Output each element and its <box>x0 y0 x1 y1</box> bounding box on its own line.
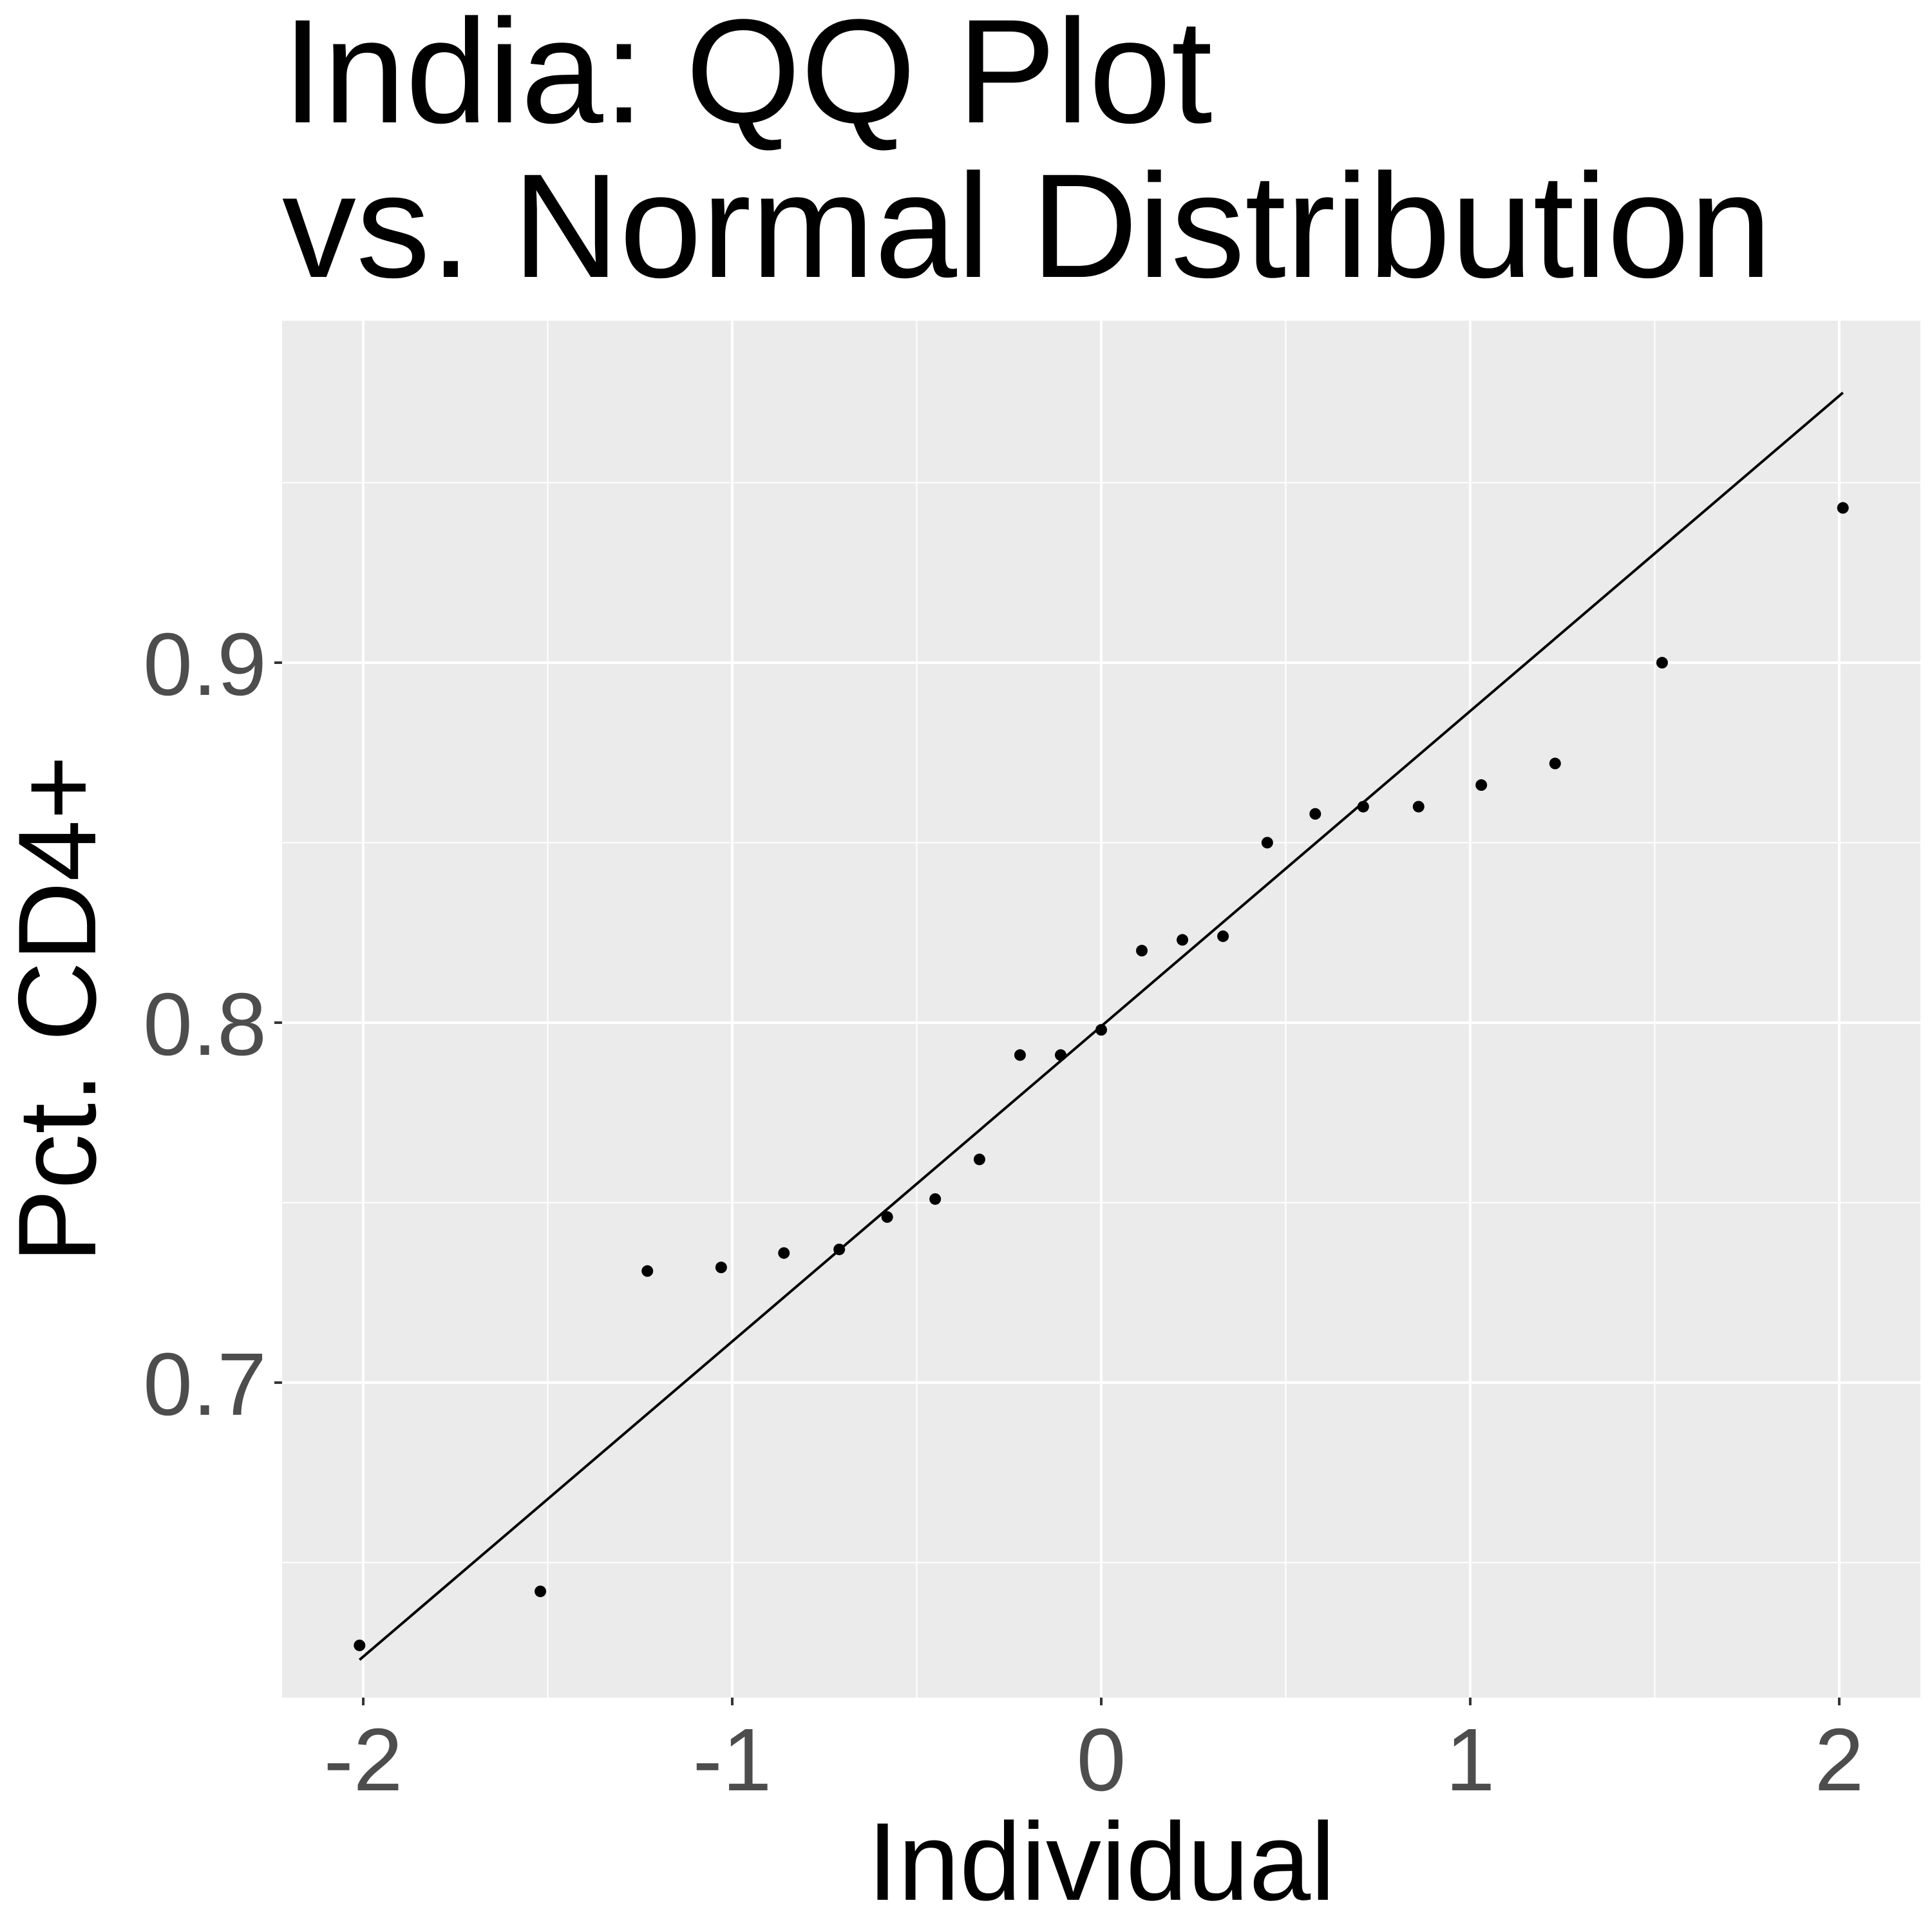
data-point <box>715 1262 727 1274</box>
major-gridlines <box>282 321 1920 1698</box>
x-tick-label: 1 <box>1446 1710 1495 1810</box>
data-point <box>1014 1049 1026 1061</box>
data-point <box>833 1244 846 1256</box>
chart-title-line-1: India: QQ Plot <box>282 0 1213 154</box>
data-point <box>1656 657 1668 669</box>
data-point <box>973 1153 985 1166</box>
data-point <box>1357 800 1369 813</box>
data-point <box>1095 1024 1107 1036</box>
y-axis-label: Pct. CD4+ <box>0 755 119 1264</box>
y-axis-ticks: 0.7 0.8 0.9 <box>143 615 282 1434</box>
data-point <box>881 1211 893 1223</box>
x-tick-label: 0 <box>1077 1710 1126 1810</box>
data-point <box>641 1265 654 1277</box>
data-point <box>1837 502 1849 514</box>
data-point <box>1549 757 1561 770</box>
data-point <box>1177 934 1189 946</box>
x-axis-ticks: -2 -1 0 1 2 <box>324 1698 1864 1810</box>
x-tick-label: -2 <box>324 1710 403 1810</box>
data-point <box>1136 945 1148 957</box>
data-point <box>778 1247 790 1259</box>
chart-title-line-2: vs. Normal Distribution <box>282 143 1772 308</box>
data-point <box>1217 930 1229 942</box>
data-point <box>354 1639 366 1651</box>
data-point <box>1309 808 1321 820</box>
data-points <box>354 502 1849 1651</box>
data-point <box>1054 1049 1066 1061</box>
data-point <box>929 1193 942 1205</box>
x-axis-label: Individual <box>867 1800 1336 1924</box>
data-point <box>1475 779 1488 791</box>
y-tick-label: 0.9 <box>143 615 267 714</box>
data-point <box>1261 837 1273 849</box>
data-point <box>535 1586 547 1598</box>
x-tick-label: -1 <box>693 1710 772 1810</box>
data-point <box>1412 800 1425 813</box>
x-tick-label: 2 <box>1815 1710 1864 1810</box>
y-tick-label: 0.8 <box>143 975 267 1074</box>
y-tick-label: 0.7 <box>143 1335 267 1434</box>
